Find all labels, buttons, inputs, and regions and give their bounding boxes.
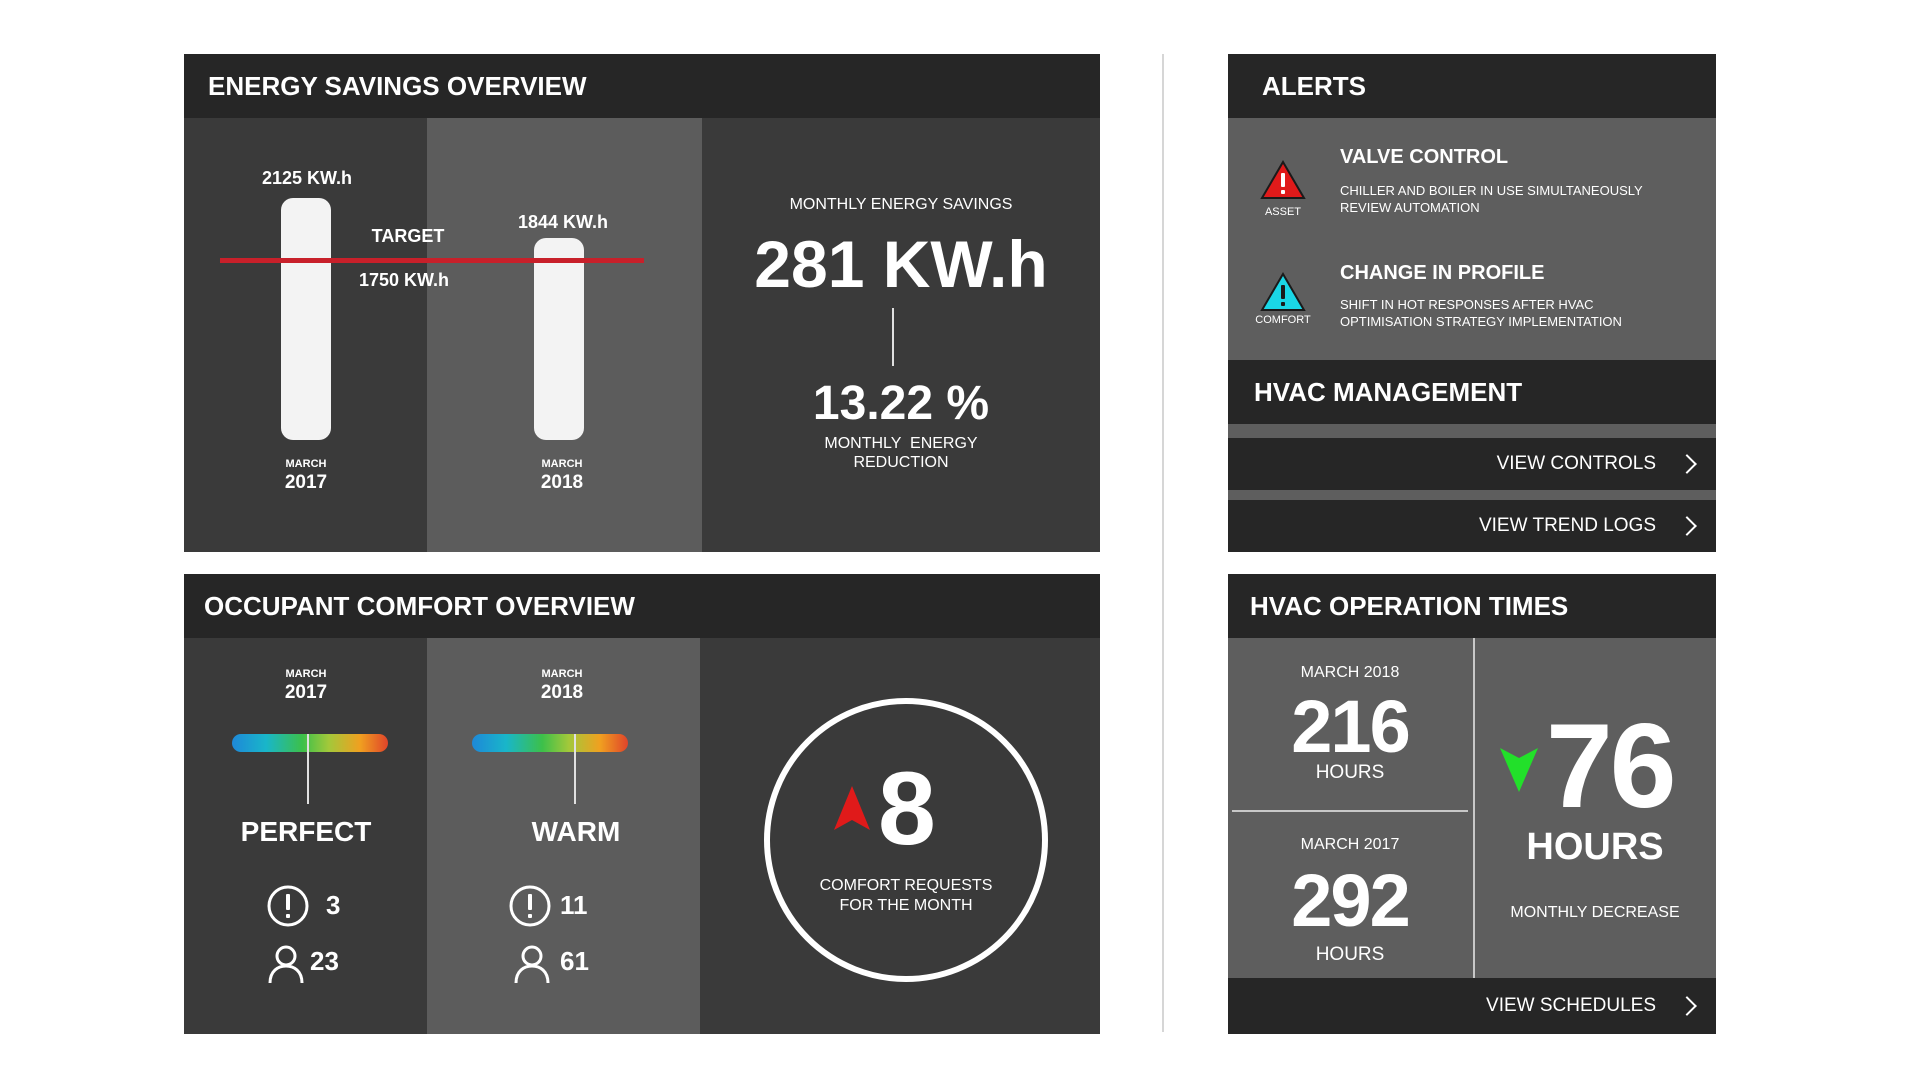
person-icon: [268, 945, 304, 984]
alert-description: SHIFT IN HOT RESPONSES AFTER HVAC OPTIMI…: [1340, 296, 1622, 330]
ops-current-value: 216: [1291, 685, 1410, 768]
comfort-2017-people: 23: [310, 946, 339, 976]
ops-decrease-value: 76: [1546, 699, 1676, 833]
reduction-value: 13.22 %: [812, 377, 990, 430]
view-trend-logs-label: VIEW TREND LOGS: [1478, 515, 1656, 536]
comfort-requests-label: COMFORT REQUESTS FOR THE MONTH: [764, 876, 1048, 916]
monthly-savings-value: 281 KW.h: [754, 227, 1048, 301]
ops-decrease-label: MONTHLY DECREASE: [1510, 904, 1680, 921]
bar-2017-month: MARCH: [285, 458, 327, 470]
monthly-savings-label: MONTHLY ENERGY SAVINGS: [789, 196, 1013, 213]
comfort-2017-month: MARCH: [285, 668, 327, 680]
comfort-panel-title: OCCUPANT COMFORT OVERVIEW: [204, 590, 635, 621]
comfort-2018-month: MARCH: [541, 668, 583, 680]
ops-previous-label: MARCH 2017: [1300, 836, 1400, 853]
view-trend-logs-button[interactable]: VIEW TREND LOGS: [1228, 500, 1716, 552]
comfort-2018-alerts: 11: [560, 890, 588, 920]
hvac-operation-times-panel: HVAC OPERATION TIMES MARCH 2018 216 HOUR…: [1228, 574, 1716, 1034]
alerts-panel-title: ALERTS: [1262, 70, 1366, 101]
alert-icon-caption: COMFORT: [1255, 314, 1311, 326]
bar-2018: [534, 238, 584, 440]
alert-description-line2: OPTIMISATION STRATEGY IMPLEMENTATION: [1340, 314, 1622, 329]
alert-title: VALVE CONTROL: [1340, 146, 1509, 168]
chevron-right-icon: [1677, 516, 1697, 536]
ops-panel-header: HVAC OPERATION TIMES: [1228, 574, 1716, 638]
reduction-label-line1: MONTHLY ENERGY: [824, 435, 978, 452]
comfort-requests-circle: [764, 698, 1048, 982]
comfort-requests-value: 8: [878, 751, 936, 867]
alert-description-line1: CHILLER AND BOILER IN USE SIMULTANEOUSLY: [1340, 183, 1643, 198]
alert-icon-caption: ASSET: [1264, 206, 1302, 218]
person-icon: [514, 945, 550, 984]
ops-previous-value: 292: [1291, 859, 1410, 942]
energy-savings-panel: ENERGY SAVINGS OVERVIEW 2125 KW.h MARCH …: [184, 54, 1100, 552]
bar-2018-value: 1844 KW.h: [517, 212, 609, 232]
bar-2017-value: 2125 KW.h: [261, 168, 353, 188]
energy-panel-header: ENERGY SAVINGS OVERVIEW: [184, 54, 1100, 118]
ops-decrease-unit: HOURS: [1526, 826, 1664, 868]
arrow-up-icon: [834, 786, 870, 830]
target-line: [220, 258, 644, 263]
comfort-2018-column-bg: [427, 638, 700, 1034]
hvac-management-header: HVAC MANAGEMENT: [1228, 360, 1716, 424]
warning-triangle-icon: [1260, 160, 1306, 199]
bar-2017: [281, 198, 331, 440]
ops-current-unit: HOURS: [1315, 762, 1385, 783]
comfort-requests-label-line2: FOR THE MONTH: [839, 897, 973, 914]
hvac-management-title: HVAC MANAGEMENT: [1254, 376, 1523, 407]
occupant-comfort-panel: OCCUPANT COMFORT OVERVIEW MARCH 2017 PER…: [184, 574, 1100, 1034]
comfort-2017-year: 2017: [284, 682, 328, 703]
bar-2018-month: MARCH: [541, 458, 583, 470]
alerts-panel: ALERTS ASSET VALVE CONTROL CHILLER AND B…: [1228, 54, 1716, 552]
view-schedules-label: VIEW SCHEDULES: [1486, 995, 1656, 1016]
chevron-right-icon: [1677, 454, 1697, 474]
comfort-panel-header: OCCUPANT COMFORT OVERVIEW: [184, 574, 1100, 638]
comfort-2017-alerts: 3: [326, 890, 341, 920]
ops-previous-unit: HOURS: [1315, 944, 1385, 965]
comfort-2018-scale: [472, 734, 628, 752]
ops-column-divider: [1473, 638, 1475, 978]
reduction-label-line2: REDUCTION: [853, 454, 949, 471]
alert-description-line1: SHIFT IN HOT RESPONSES AFTER HVAC: [1340, 297, 1594, 312]
energy-panel-title: ENERGY SAVINGS OVERVIEW: [208, 70, 587, 101]
alert-item-change-in-profile[interactable]: COMFORT CHANGE IN PROFILE SHIFT IN HOT R…: [1228, 262, 1716, 354]
alerts-panel-header: ALERTS: [1228, 54, 1716, 118]
arrow-down-icon: [1500, 748, 1538, 792]
view-controls-label: VIEW CONTROLS: [1496, 453, 1656, 474]
warning-triangle-icon: [1260, 272, 1306, 311]
comfort-2018-year: 2018: [540, 682, 584, 703]
alert-item-valve-control[interactable]: ASSET VALVE CONTROL CHILLER AND BOILER I…: [1228, 146, 1716, 246]
ops-current-label: MARCH 2018: [1300, 664, 1400, 681]
vertical-divider: [1162, 54, 1164, 1032]
alert-description-line2: REVIEW AUTOMATION: [1340, 200, 1480, 215]
comfort-2018-people: 61: [560, 946, 589, 976]
ops-row-divider: [1232, 810, 1468, 812]
alert-title: CHANGE IN PROFILE: [1340, 262, 1545, 284]
comfort-2018-indicator: [574, 734, 576, 804]
view-schedules-button[interactable]: VIEW SCHEDULES: [1228, 978, 1716, 1034]
comfort-requests-label-line1: COMFORT REQUESTS: [819, 877, 993, 894]
alert-description: CHILLER AND BOILER IN USE SIMULTANEOUSLY…: [1340, 182, 1643, 216]
bar-2017-year: 2017: [284, 472, 328, 493]
alert-circle-icon: [509, 885, 551, 927]
comfort-2018-status: WARM: [531, 816, 621, 847]
chevron-right-icon: [1677, 996, 1697, 1016]
comfort-2017-status: PERFECT: [240, 816, 372, 847]
target-label: TARGET: [371, 226, 445, 246]
alert-circle-icon: [267, 885, 309, 927]
comfort-2017-indicator: [307, 734, 309, 804]
ops-panel-title: HVAC OPERATION TIMES: [1250, 590, 1569, 621]
bar-2018-year: 2018: [540, 472, 584, 493]
savings-divider-line: [892, 308, 894, 366]
comfort-2017-scale: [232, 734, 388, 752]
reduction-label: MONTHLY ENERGY REDUCTION: [702, 434, 1100, 472]
target-value: 1750 KW.h: [358, 270, 450, 290]
view-controls-button[interactable]: VIEW CONTROLS: [1228, 438, 1716, 490]
